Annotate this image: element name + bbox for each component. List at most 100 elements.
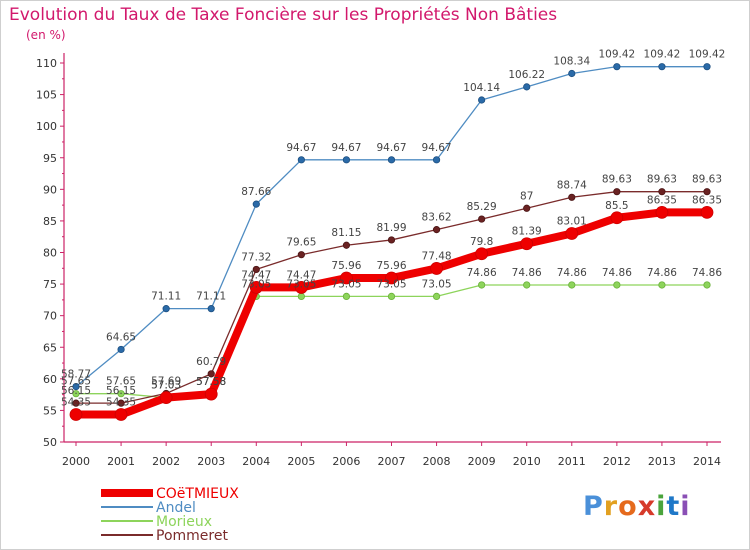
legend-label: Andel xyxy=(156,500,196,516)
data-label: 83.62 xyxy=(422,212,452,224)
data-point xyxy=(658,188,666,196)
proxiti-logo: Proxiti xyxy=(583,491,691,522)
data-label: 79.8 xyxy=(470,236,493,248)
data-point xyxy=(342,241,351,249)
data-label: 94.67 xyxy=(286,142,316,154)
data-point xyxy=(700,205,714,219)
legend-label: Morieux xyxy=(156,514,212,530)
data-label: 56.15 xyxy=(106,385,136,397)
x-tick-label: 2014 xyxy=(693,455,721,468)
y-tick-label: 70 xyxy=(43,310,57,323)
data-label: 74.86 xyxy=(692,267,722,279)
data-label: 56.15 xyxy=(61,385,91,397)
data-point xyxy=(387,156,396,164)
data-label: 74.86 xyxy=(647,267,677,279)
y-tick-label: 105 xyxy=(36,89,57,102)
data-point xyxy=(658,281,666,289)
data-point xyxy=(117,399,125,407)
data-label: 73.05 xyxy=(286,278,316,290)
data-label: 86.35 xyxy=(692,194,722,206)
data-point xyxy=(655,205,669,219)
data-point xyxy=(520,237,534,251)
y-tick-label: 65 xyxy=(43,341,57,354)
data-label: 79.65 xyxy=(286,237,316,249)
data-point xyxy=(252,200,260,208)
chart-title: Evolution du Taux de Taxe Foncière sur l… xyxy=(9,5,558,25)
data-label: 75.96 xyxy=(331,260,361,272)
y-tick-label: 85 xyxy=(43,215,57,228)
data-point xyxy=(252,265,260,274)
data-point xyxy=(523,204,531,212)
data-point xyxy=(613,188,621,196)
x-tick-label: 2007 xyxy=(378,455,406,468)
y-tick-label: 60 xyxy=(43,373,57,386)
data-point xyxy=(613,281,621,289)
data-label: 94.67 xyxy=(376,142,406,154)
data-label: 77.48 xyxy=(422,250,452,262)
data-label: 89.63 xyxy=(647,174,677,186)
data-label: 94.67 xyxy=(422,142,452,154)
data-label: 57.65 xyxy=(61,376,91,388)
data-label: 106.22 xyxy=(508,69,545,81)
x-tick-label: 2010 xyxy=(513,455,541,468)
data-label: 74.86 xyxy=(602,267,632,279)
data-label: 74.86 xyxy=(467,267,497,279)
y-tick-label: 50 xyxy=(43,436,57,449)
data-label: 108.34 xyxy=(553,55,590,67)
x-tick-label: 2003 xyxy=(197,455,225,468)
data-label: 89.63 xyxy=(692,174,722,186)
data-point xyxy=(342,292,351,301)
data-point xyxy=(340,271,353,285)
data-point xyxy=(387,236,396,244)
data-label: 88.74 xyxy=(557,179,587,191)
data-point xyxy=(69,408,83,421)
legend-label: Pommeret xyxy=(156,528,228,544)
y-tick-label: 100 xyxy=(36,120,57,133)
data-point xyxy=(703,281,711,289)
data-point xyxy=(117,345,125,354)
data-label: 57.03 xyxy=(151,380,181,392)
x-tick-label: 2002 xyxy=(152,455,180,468)
data-label: 87 xyxy=(520,190,533,202)
data-label: 73.05 xyxy=(331,278,361,290)
data-point xyxy=(703,63,711,71)
data-label: 57.03 xyxy=(151,380,181,392)
data-label: 81.99 xyxy=(376,222,406,234)
x-tick-label: 2008 xyxy=(423,455,451,468)
data-label: 58.77 xyxy=(61,369,91,381)
data-point xyxy=(568,193,576,201)
data-label: 74.47 xyxy=(241,269,271,281)
data-point xyxy=(475,247,489,261)
data-point xyxy=(297,292,305,301)
data-point xyxy=(204,387,218,401)
data-label: 60.79 xyxy=(196,356,226,368)
data-point xyxy=(385,271,398,285)
x-tick-label: 2000 xyxy=(62,455,90,468)
data-label: 74.86 xyxy=(512,267,542,279)
x-tick-label: 2004 xyxy=(242,455,270,468)
data-point xyxy=(294,281,308,294)
data-label: 73.05 xyxy=(422,278,452,290)
y-tick-label: 75 xyxy=(43,278,57,291)
data-point xyxy=(72,383,80,391)
data-label: 109.42 xyxy=(644,49,681,61)
data-point xyxy=(430,262,443,275)
data-label: 75.96 xyxy=(376,260,406,272)
data-label: 77.32 xyxy=(241,251,271,263)
data-label: 57.58 xyxy=(196,376,226,388)
data-point xyxy=(114,408,128,421)
data-point xyxy=(159,391,173,404)
data-point xyxy=(478,96,486,104)
data-point xyxy=(162,305,170,313)
data-point xyxy=(703,188,711,196)
data-point xyxy=(72,399,80,407)
series-0 xyxy=(69,205,714,421)
series-3 xyxy=(72,188,711,407)
data-label: 57.58 xyxy=(196,376,226,388)
data-point xyxy=(478,215,486,223)
data-label: 57.69 xyxy=(151,375,181,387)
data-point xyxy=(523,83,531,91)
data-point xyxy=(432,156,441,164)
